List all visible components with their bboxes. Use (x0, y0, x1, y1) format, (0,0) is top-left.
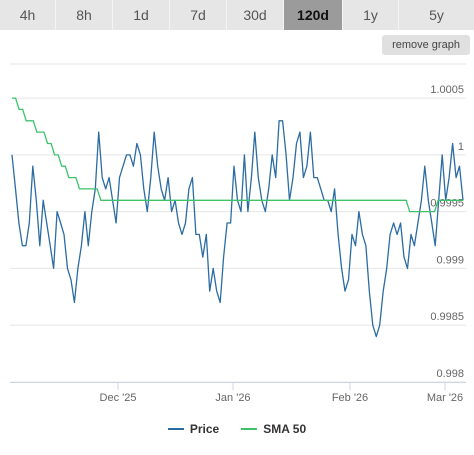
legend-item-sma[interactable]: SMA 50 (241, 422, 306, 436)
x-tick-label: Mar '26 (427, 392, 463, 404)
tab-8h[interactable]: 8h (56, 0, 113, 30)
legend-label-sma: SMA 50 (263, 422, 307, 436)
y-tick-label: 0.999 (436, 254, 464, 266)
y-tick-label: 1.0005 (430, 84, 464, 96)
tab-5y[interactable]: 5y (429, 7, 444, 23)
chart-legend: Price SMA 50 (0, 418, 474, 440)
x-tick-label: Dec '25 (100, 392, 137, 404)
tab-120d[interactable]: 120d (284, 0, 343, 30)
legend-swatch-sma (241, 428, 258, 430)
series-sma-line (12, 97, 463, 213)
timeframe-tabs: 4h 8h 1d 7d 30d 120d 1y 5y (0, 0, 474, 30)
series-price-line (11, 120, 464, 338)
tab-30d[interactable]: 30d (227, 0, 284, 30)
tab-4h[interactable]: 4h (0, 0, 56, 30)
x-tick-label: Feb '26 (332, 392, 368, 404)
tab-7d[interactable]: 7d (170, 0, 227, 30)
legend-item-price[interactable]: Price (167, 422, 220, 436)
legend-label-price: Price (189, 422, 220, 436)
y-tick-label: 0.9985 (430, 311, 464, 323)
tab-1d[interactable]: 1d (113, 0, 170, 30)
tab-1y[interactable]: 1y (343, 0, 399, 30)
y-tick-label: 0.998 (436, 368, 464, 380)
y-tick-label: 1 (458, 141, 464, 153)
legend-swatch-price (167, 428, 184, 430)
remove-graph-button[interactable]: remove graph (382, 35, 470, 55)
x-tick-label: Jan '26 (215, 392, 250, 404)
